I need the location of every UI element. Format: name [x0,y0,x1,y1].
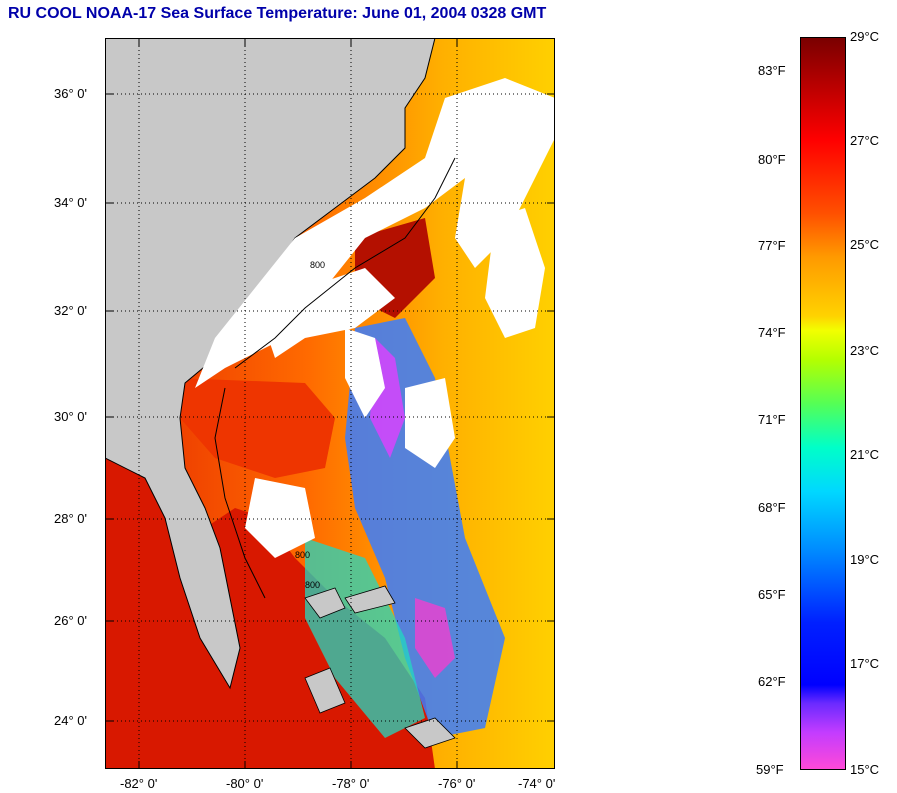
fahrenheit-label: 62°F [758,674,786,689]
lat-label: 34° 0' [54,195,87,210]
page-title: RU COOL NOAA-17 Sea Surface Temperature:… [8,5,547,22]
land-mass [105,38,436,690]
fahrenheit-label: 80°F [758,152,786,167]
cool-water-band [415,598,455,678]
lat-label: 32° 0' [54,303,87,318]
lon-label: -74° 0' [518,776,556,791]
depth-contour [214,387,266,599]
contour-label: 800 [310,260,325,270]
fahrenheit-label: 77°F [758,238,786,253]
fahrenheit-label: 74°F [758,325,786,340]
tick-marks [105,38,555,769]
lat-label: 24° 0' [54,713,87,728]
lat-label: 26° 0' [54,613,87,628]
sst-map: 800 800 800 [105,38,555,769]
temperature-colorbar [800,37,846,770]
celsius-label: 21°C [850,447,880,462]
island [304,587,346,619]
celsius-label: 23°C [850,343,880,358]
celsius-label: 19°C [850,552,880,567]
fahrenheit-label: 68°F [758,500,786,515]
fahrenheit-label: 83°F [758,63,786,78]
cloud-mask [405,378,455,468]
cloud-mask [345,328,385,418]
island [344,585,396,614]
lon-label: -76° 0' [438,776,476,791]
cloud-mask [195,98,475,388]
fahrenheit-label: 65°F [758,587,786,602]
fahrenheit-label: 59°F [756,762,784,777]
warm-water-region [175,378,335,478]
graticule [105,38,555,769]
cloud-mask [485,208,545,338]
celsius-label: 17°C [850,656,880,671]
cloud-mask [245,478,315,558]
lon-label: -80° 0' [226,776,264,791]
contour-label: 800 [305,580,320,590]
cloud-mask [265,268,395,358]
island [304,667,346,714]
contour-label: 800 [295,550,310,560]
map-frame [105,38,555,769]
cloud-mask [445,78,555,268]
lon-label: -82° 0' [120,776,158,791]
lat-label: 28° 0' [54,511,87,526]
celsius-label: 25°C [850,237,880,252]
celsius-label: 15°C [850,762,880,777]
lon-label: -78° 0' [332,776,370,791]
lat-label: 30° 0' [54,409,87,424]
celsius-label: 29°C [850,29,880,44]
depth-contour [234,157,456,369]
celsius-label: 27°C [850,133,880,148]
fahrenheit-label: 71°F [758,412,786,427]
lat-label: 36° 0' [54,86,87,101]
